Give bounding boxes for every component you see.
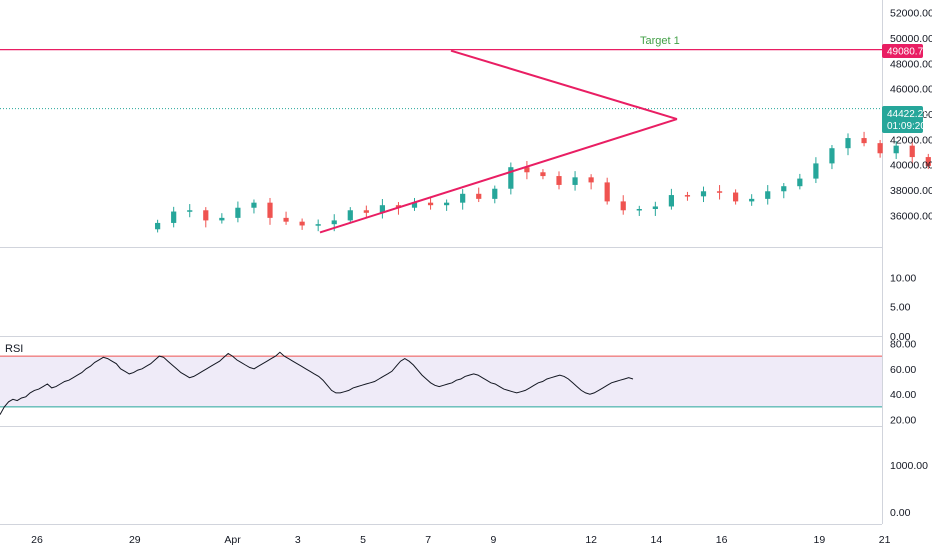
- rsi-label: RSI: [5, 343, 23, 355]
- candle-body: [556, 176, 562, 185]
- rsi-series: [0, 351, 882, 415]
- candle-body: [765, 191, 771, 199]
- candle-body: [829, 148, 835, 164]
- candle-body: [492, 188, 498, 199]
- lower-axis-tick-label: 1000.00: [890, 460, 928, 472]
- candle-body: [572, 177, 578, 185]
- candle-body: [444, 202, 450, 206]
- rsi-axis-tick-label: 20.00: [890, 415, 916, 427]
- candle-body: [909, 145, 915, 158]
- last-price-tag-bg: [882, 106, 923, 133]
- candle-body: [427, 202, 434, 206]
- date-tick-label: 16: [716, 534, 728, 546]
- date-tick-label: 21: [879, 534, 891, 546]
- candle-body: [363, 210, 369, 213]
- candle-body: [733, 192, 739, 202]
- candle-body: [267, 202, 273, 218]
- candle-body: [652, 206, 658, 209]
- date-tick-label: 9: [490, 534, 496, 546]
- candle-body: [925, 157, 931, 166]
- volume-axis-tick-label: 10.00: [890, 272, 916, 284]
- last-price-label: 44422.22: [887, 109, 929, 120]
- candle-body: [508, 167, 514, 189]
- date-tick-label: 29: [129, 534, 141, 546]
- candle-body: [797, 178, 803, 187]
- volume-axis-tick-label: 5.00: [890, 302, 911, 314]
- candle-body: [235, 207, 241, 218]
- countdown-label: 01:09:20: [887, 121, 926, 132]
- candle-body: [171, 211, 177, 223]
- date-tick-label: 12: [585, 534, 597, 546]
- price-axis-tick-label: 50000.00: [890, 33, 932, 45]
- target-label: Target 1: [640, 35, 680, 47]
- candle-body: [283, 217, 289, 222]
- volume-axis-tick-label: 0.00: [890, 331, 911, 343]
- rsi-axis-tick-label: 80.00: [890, 338, 916, 350]
- candle-body: [203, 210, 209, 221]
- rsi-axis-tick-label: 40.00: [890, 389, 916, 401]
- rsi-line: [0, 351, 634, 415]
- last-price-tag: 44422.22 01:09:20: [882, 106, 929, 133]
- candle-body: [893, 145, 899, 154]
- price-axis-tick-label: 48000.00: [890, 58, 932, 70]
- candle-body: [411, 202, 418, 208]
- candle-body: [861, 138, 867, 144]
- price-axis-tick-label: 38000.00: [890, 185, 932, 197]
- date-tick-label: 19: [814, 534, 826, 546]
- candle-body: [813, 163, 819, 179]
- date-tick-label: 7: [425, 534, 431, 546]
- candle-body: [299, 221, 305, 226]
- candle-body: [251, 202, 257, 208]
- candle-body: [877, 143, 883, 154]
- triangle-upper-edge: [450, 49, 678, 121]
- candle-body: [460, 193, 466, 203]
- date-tick-label: 3: [295, 534, 301, 546]
- date-tick-label: Apr: [224, 534, 241, 546]
- candle-body: [476, 193, 482, 199]
- candle-body: [684, 195, 691, 197]
- candle-body: [315, 224, 321, 226]
- candle-body: [379, 205, 385, 213]
- candle-body: [845, 138, 851, 149]
- target-price-tag-bg: [882, 44, 923, 58]
- candle-body: [749, 198, 755, 202]
- date-tick-label: 14: [651, 534, 663, 546]
- price-axis-tick-label: 36000.00: [890, 210, 932, 222]
- candle-body: [588, 177, 594, 183]
- candle-body: [700, 191, 707, 197]
- price-axis-tick-label: 40000.00: [890, 160, 932, 172]
- candle-body: [636, 209, 642, 211]
- candle-body: [219, 217, 225, 221]
- candle-body: [524, 167, 530, 173]
- rsi-axis-tick-label: 60.00: [890, 364, 916, 376]
- candle-body: [668, 195, 674, 207]
- triangle-lower-edge: [319, 118, 678, 234]
- rsi-band: [0, 356, 882, 407]
- candle-body: [781, 186, 787, 192]
- date-tick-label: 26: [31, 534, 43, 546]
- candle-body: [716, 191, 723, 193]
- price-axis-tick-label: 42000.00: [890, 134, 932, 146]
- candle-body: [620, 201, 626, 211]
- candle-body: [347, 210, 353, 221]
- target-price-tag: 49080.75: [882, 44, 929, 58]
- candlestick-series: [155, 131, 931, 233]
- candle-body: [331, 220, 337, 225]
- date-tick-label: 5: [360, 534, 366, 546]
- lower-axis-tick-label: 0.00: [890, 507, 911, 519]
- target-price-label: 49080.75: [887, 47, 929, 58]
- candle-body: [155, 222, 161, 230]
- candle-body: [395, 205, 402, 208]
- price-axis-tick-label: 46000.00: [890, 84, 932, 96]
- price-axis-tick-label: 52000.00: [890, 8, 932, 20]
- candle-body: [604, 182, 610, 202]
- candle-body: [187, 210, 193, 212]
- candle-body: [540, 172, 546, 177]
